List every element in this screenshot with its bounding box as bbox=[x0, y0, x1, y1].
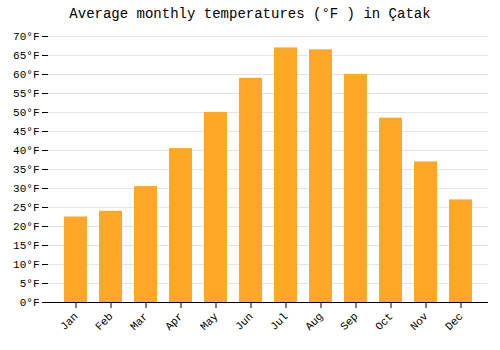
svg-text:45°F: 45°F bbox=[13, 126, 39, 138]
svg-text:10°F: 10°F bbox=[13, 259, 39, 271]
svg-text:May: May bbox=[198, 310, 221, 333]
svg-text:35°F: 35°F bbox=[13, 164, 39, 176]
svg-text:5°F: 5°F bbox=[20, 278, 40, 290]
svg-text:Feb: Feb bbox=[93, 310, 115, 332]
svg-text:30°F: 30°F bbox=[13, 183, 39, 195]
svg-text:Jan: Jan bbox=[58, 310, 80, 332]
svg-text:Mar: Mar bbox=[128, 310, 150, 332]
svg-text:55°F: 55°F bbox=[13, 88, 39, 100]
svg-text:Apr: Apr bbox=[163, 310, 185, 332]
svg-text:60°F: 60°F bbox=[13, 69, 39, 81]
html-text:Average monthly temperatures (: Average monthly temperatures (°F ) in Ça… bbox=[69, 6, 431, 22]
svg-text:Nov: Nov bbox=[408, 310, 431, 333]
svg-text:Jun: Jun bbox=[233, 310, 255, 332]
svg-text:15°F: 15°F bbox=[13, 240, 39, 252]
svg-text:Aug: Aug bbox=[303, 310, 325, 332]
svg-text:25°F: 25°F bbox=[13, 202, 39, 214]
svg-text:65°F: 65°F bbox=[13, 50, 39, 62]
svg-text:70°F: 70°F bbox=[13, 31, 39, 43]
svg-text:Jul: Jul bbox=[268, 310, 290, 332]
svg-text:Sep: Sep bbox=[338, 310, 360, 332]
svg-text:Oct: Oct bbox=[373, 310, 395, 332]
svg-text:20°F: 20°F bbox=[13, 221, 39, 233]
svg-text:0°F: 0°F bbox=[20, 297, 40, 309]
svg-text:40°F: 40°F bbox=[13, 145, 39, 157]
svg-text:50°F: 50°F bbox=[13, 107, 39, 119]
svg-text:Dec: Dec bbox=[443, 310, 465, 332]
